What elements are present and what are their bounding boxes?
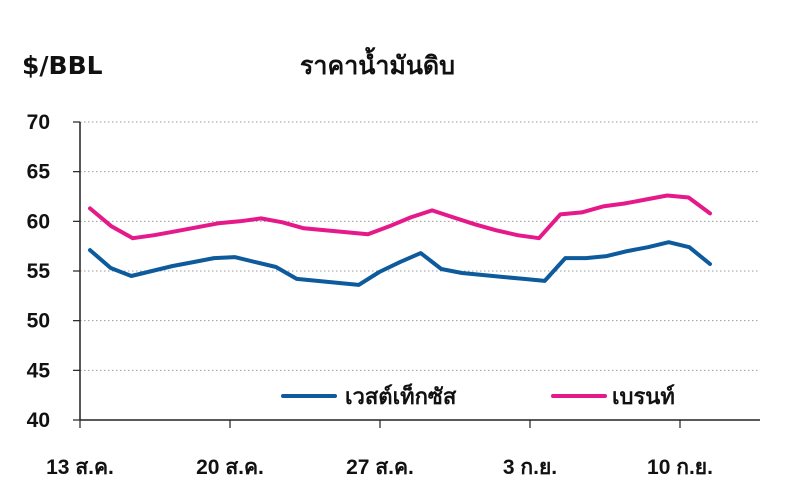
y-tick-label: 50: [27, 310, 50, 333]
axes: [73, 121, 760, 428]
series-lines: [88, 193, 712, 287]
series-line-1: [88, 193, 712, 241]
y-tick-labels: 40 45 50 55 60 65 70: [27, 111, 51, 432]
y-tick-label: 55: [27, 260, 51, 283]
y-tick-label: 65: [27, 161, 51, 184]
legend-label: เวสต์เท็กซัส: [345, 382, 457, 410]
x-tick-label: 27 ส.ค.: [346, 456, 414, 479]
y-tick-label: 45: [27, 359, 51, 382]
y-tick-label: 40: [27, 409, 50, 432]
x-tick-label: 13 ส.ค.: [46, 456, 114, 479]
x-tick-labels: 13 ส.ค. 20 ส.ค. 27 ส.ค. 3 ก.ย. 10 ก.ย.: [46, 456, 713, 479]
y-tick-label: 70: [27, 111, 50, 134]
legend-label: เบรนท์: [612, 384, 675, 410]
x-tick-label: 20 ส.ค.: [196, 456, 264, 479]
y-axis-label: $/BBL: [22, 51, 103, 80]
y-tick-label: 60: [27, 210, 50, 233]
x-tick-label: 10 ก.ย.: [647, 456, 713, 479]
x-tick-label: 3 ก.ย.: [503, 456, 557, 479]
grid-lines: [80, 121, 760, 371]
chart-title: ราคาน้ำมันดิบ: [300, 46, 455, 80]
legend: เวสต์เท็กซัส เบรนท์: [281, 382, 675, 410]
series-line-0: [88, 240, 712, 287]
